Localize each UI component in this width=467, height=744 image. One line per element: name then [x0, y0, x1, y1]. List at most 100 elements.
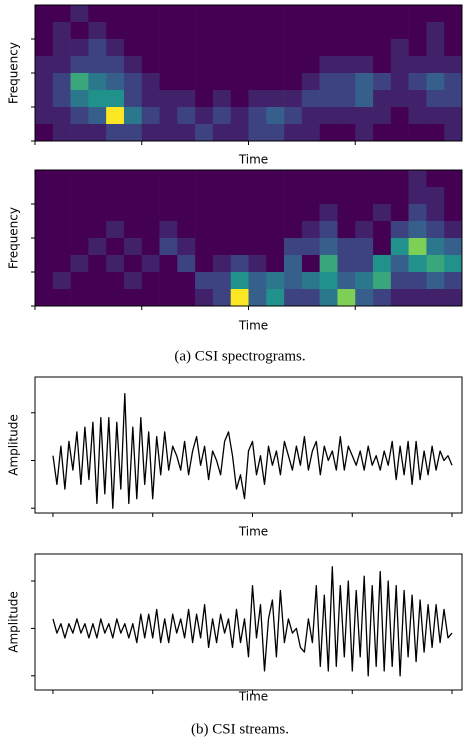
heatmap-cell	[159, 255, 178, 273]
heatmap-cell	[230, 170, 249, 188]
heatmap-cell	[52, 204, 71, 222]
heatmap-cell	[212, 255, 232, 273]
heatmap-cell	[408, 56, 427, 74]
heatmap-cell	[177, 272, 196, 290]
heatmap-cell	[248, 289, 267, 307]
heatmap-cell	[408, 22, 427, 40]
heatmap-cell	[426, 255, 445, 273]
heatmap-cell	[141, 124, 160, 142]
heatmap-cell	[52, 238, 71, 256]
heatmap-cell	[35, 56, 54, 74]
heatmap-cell	[301, 255, 320, 273]
heatmap-cell	[230, 204, 249, 222]
heatmap-cell	[88, 255, 107, 273]
heatmap-cell	[390, 124, 409, 142]
heatmap-cell	[248, 255, 267, 273]
heatmap-cell	[141, 56, 160, 74]
heatmap-cell	[355, 56, 374, 74]
heatmap-cell	[177, 255, 196, 273]
heatmap-cell	[373, 73, 392, 91]
heatmap-cell	[212, 124, 232, 142]
heatmap-cell	[248, 73, 267, 91]
heatmap-cell	[52, 187, 71, 205]
heatmap-cell	[141, 5, 160, 23]
heatmap-cell	[444, 204, 463, 222]
heatmap-cell	[319, 238, 338, 256]
heatmap-cell	[159, 73, 178, 91]
heatmap-cell	[301, 5, 320, 23]
heatmap-cell	[88, 272, 107, 290]
heatmap-cell	[319, 221, 338, 239]
heatmap-cell	[159, 204, 178, 222]
heatmap-cell	[373, 221, 392, 239]
heatmap-cell	[426, 39, 445, 57]
y-axis-label: Frequency	[7, 207, 21, 269]
heatmap-cell	[123, 204, 143, 222]
heatmap-cell	[230, 272, 249, 290]
heatmap-cell	[301, 170, 320, 188]
heatmap-cell	[195, 255, 214, 273]
heatmap-cell	[212, 39, 232, 57]
heatmap-cell	[52, 272, 71, 290]
heatmap-cell	[35, 107, 54, 125]
heatmap-cell	[337, 272, 356, 290]
heatmap-cell	[408, 5, 427, 23]
heatmap-cell	[301, 289, 320, 307]
heatmap-cell	[70, 39, 89, 57]
heatmap-cell	[212, 204, 232, 222]
heatmap-cell	[373, 170, 392, 188]
heatmap-cell	[319, 39, 338, 57]
heatmap-cell	[355, 255, 374, 273]
heatmap-cell	[177, 170, 196, 188]
heatmap-cell	[106, 187, 125, 205]
heatmap-cell	[195, 22, 214, 40]
heatmap-cell	[266, 124, 285, 142]
heatmap-cell	[301, 22, 320, 40]
heatmap-cell	[408, 289, 427, 307]
heatmap-cell	[212, 22, 232, 40]
heatmap-cell	[337, 238, 356, 256]
heatmap-cell	[177, 124, 196, 142]
heatmap-cell	[426, 238, 445, 256]
heatmap-cell	[88, 221, 107, 239]
heatmap-cell	[106, 22, 125, 40]
heatmap-cell	[373, 90, 392, 108]
heatmap-cell	[177, 221, 196, 239]
caption: (b) CSI streams.	[191, 721, 289, 737]
heatmap-cell	[70, 272, 89, 290]
heatmap-cell	[355, 289, 374, 307]
heatmap-cell	[444, 5, 463, 23]
heatmap-cell	[266, 289, 285, 307]
heatmap-cell	[141, 90, 160, 108]
heatmap-cell	[319, 204, 338, 222]
heatmap-cell	[35, 73, 54, 91]
heatmap-cell	[266, 238, 285, 256]
heatmap-cell	[284, 107, 303, 125]
heatmap-cell	[319, 255, 338, 273]
heatmap-cell	[390, 221, 409, 239]
heatmap-cell	[426, 170, 445, 188]
heatmap-cell	[106, 39, 125, 57]
heatmap-cell	[337, 39, 356, 57]
heatmap-cell	[248, 238, 267, 256]
heatmap-cell	[266, 255, 285, 273]
heatmap-cell	[177, 204, 196, 222]
y-axis-label: Frequency	[7, 42, 21, 104]
heatmap-cell	[212, 73, 232, 91]
heatmap-cell	[319, 22, 338, 40]
heatmap-cell	[212, 170, 232, 188]
heatmap-cell	[195, 90, 214, 108]
heatmap-cell	[426, 22, 445, 40]
heatmap-cell	[70, 124, 89, 142]
heatmap-cell	[52, 289, 71, 307]
heatmap-cell	[106, 90, 125, 108]
heatmap-cell	[319, 5, 338, 23]
heatmap-cell	[266, 272, 285, 290]
heatmap-cell	[408, 221, 427, 239]
heatmap-cell	[337, 56, 356, 74]
heatmap-cell	[88, 56, 107, 74]
heatmap-cell	[106, 5, 125, 23]
heatmap-cell	[319, 90, 338, 108]
heatmap-cell	[355, 5, 374, 23]
heatmap-cell	[248, 170, 267, 188]
